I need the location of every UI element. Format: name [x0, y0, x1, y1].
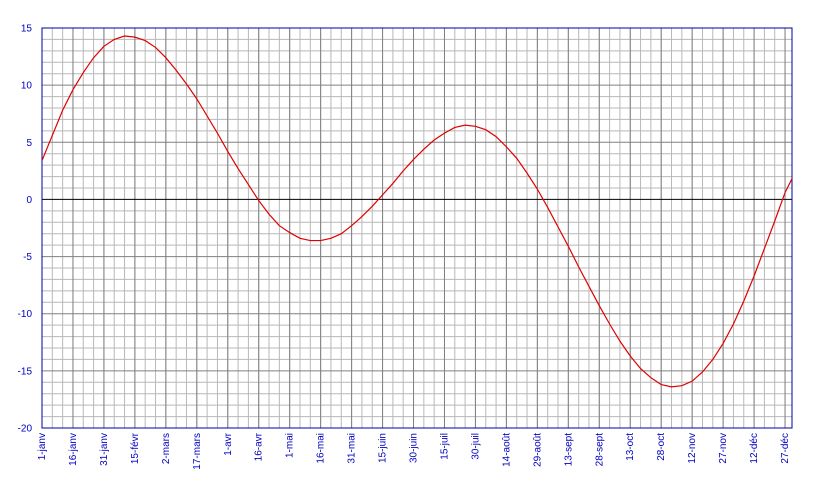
x-tick-label: 16-mai: [316, 433, 327, 464]
x-tick-label: 12-déc: [749, 433, 760, 464]
plot-border: [41, 27, 793, 429]
y-tick-label: 0: [26, 195, 32, 206]
y-tick-label: 5: [26, 138, 32, 149]
x-tick-label: 27-nov: [718, 433, 729, 464]
x-tick-label: 14-août: [501, 433, 512, 467]
y-tick-label: -15: [18, 366, 33, 377]
x-tick-label: 1-avr: [223, 432, 234, 455]
x-tick-label: 1-janv: [37, 433, 48, 460]
data-line: [42, 35, 792, 388]
y-tick-label: -20: [18, 424, 33, 435]
x-tick-label: 15-juin: [378, 433, 389, 463]
x-tick-label: 28-sept: [594, 433, 605, 467]
x-tick-label: 12-nov: [687, 433, 698, 464]
x-tick-label: 30-juin: [409, 433, 420, 463]
x-tick-label: 16-avr: [254, 432, 265, 461]
y-tick-label: 10: [21, 81, 33, 92]
x-tick-label: 27-déc: [780, 433, 791, 464]
x-tick-label: 31-janv: [99, 433, 110, 466]
y-tick-label: -5: [23, 252, 32, 263]
x-tick-label: 30-juil: [470, 433, 481, 460]
x-tick-label: 15-févr: [130, 432, 141, 464]
x-tick-label: 17-mars: [192, 433, 203, 470]
x-tick-label: 2-mars: [161, 433, 172, 464]
y-tick-label: -10: [18, 309, 33, 320]
x-tick-label: 16-janv: [68, 433, 79, 466]
x-tick-label: 13-sept: [563, 433, 574, 467]
x-tick-label: 15-juil: [439, 433, 450, 460]
y-tick-label: 15: [21, 24, 33, 35]
x-tick-label: 28-oct: [656, 433, 667, 461]
x-tick-label: 31-mai: [347, 433, 358, 464]
x-tick-label: 13-oct: [625, 433, 636, 461]
x-tick-label: 1-mai: [285, 433, 296, 458]
x-tick-label: 29-août: [532, 433, 543, 467]
